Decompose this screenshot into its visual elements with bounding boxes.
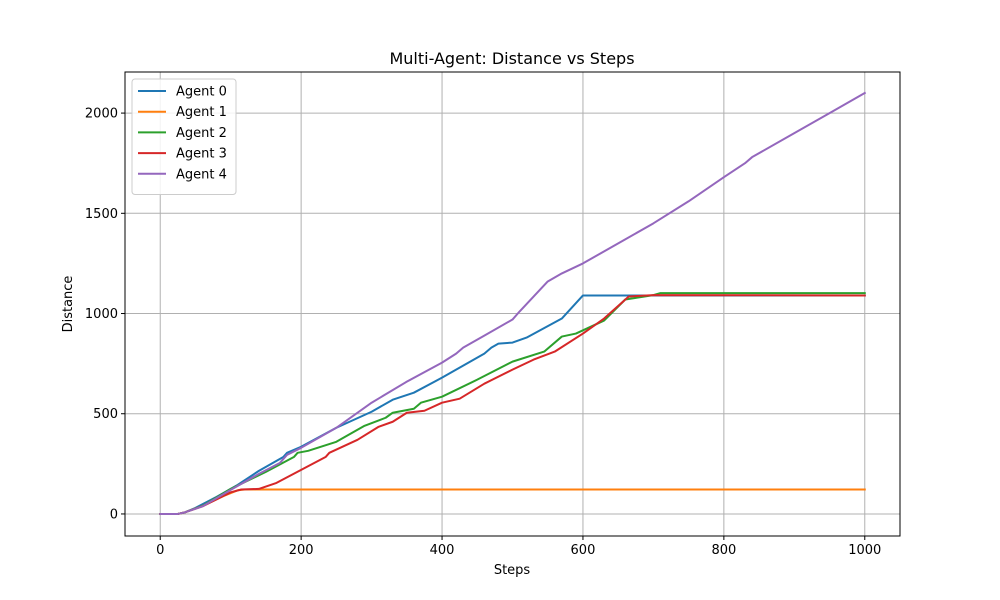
gridlines xyxy=(125,72,900,536)
legend-box xyxy=(131,78,237,195)
legend-label: Agent 4 xyxy=(176,167,227,182)
plot-area-frame xyxy=(124,71,901,537)
series-lines xyxy=(159,91,867,515)
legend-label: Agent 1 xyxy=(176,105,227,120)
x-tick-label: 600 xyxy=(571,543,596,558)
legend: Agent 0 Agent 1 Agent 2 Agent 3 Agent 4 xyxy=(131,78,237,195)
x-tick-label: 800 xyxy=(711,543,736,558)
x-tick-label: 1000 xyxy=(848,543,881,558)
y-tick-label: 2000 xyxy=(85,107,118,122)
x-axis-label: Steps xyxy=(494,563,531,578)
x-tick-label: 0 xyxy=(156,543,164,558)
legend-label: Agent 3 xyxy=(176,147,227,162)
x-axis-ticks: 0 200 400 600 800 1000 xyxy=(156,536,881,558)
y-tick-label: 1500 xyxy=(85,207,118,222)
x-tick-label: 200 xyxy=(289,543,314,558)
x-tick-label: 400 xyxy=(430,543,455,558)
chart-title: Multi-Agent: Distance vs Steps xyxy=(389,49,634,68)
y-axis-label: Distance xyxy=(61,276,76,333)
y-tick-label: 0 xyxy=(110,507,118,522)
series-line-agent-3 xyxy=(159,294,866,515)
legend-label: Agent 2 xyxy=(176,126,227,141)
legend-label: Agent 0 xyxy=(176,85,227,100)
y-tick-label: 500 xyxy=(93,407,118,422)
y-axis-ticks: 0 500 1000 1500 2000 xyxy=(85,107,125,522)
series-line-agent-4 xyxy=(159,91,867,515)
y-tick-label: 1000 xyxy=(85,307,118,322)
